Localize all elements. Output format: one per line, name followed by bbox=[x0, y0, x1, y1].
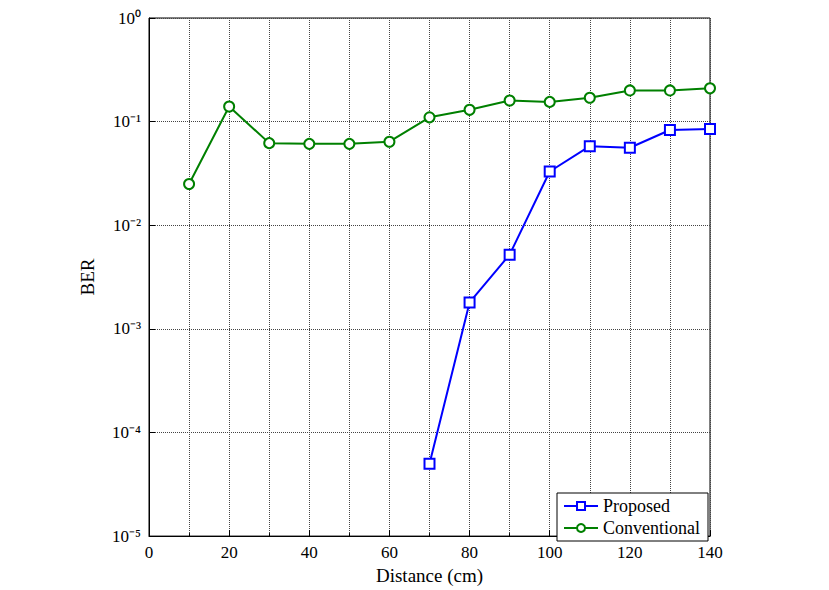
svg-text:10⁻¹: 10⁻¹ bbox=[113, 112, 141, 131]
svg-text:10⁻⁴: 10⁻⁴ bbox=[112, 423, 141, 442]
svg-text:140: 140 bbox=[697, 543, 723, 562]
svg-text:10⁻²: 10⁻² bbox=[113, 216, 141, 235]
svg-text:10⁻⁵: 10⁻⁵ bbox=[112, 527, 141, 546]
svg-text:Proposed: Proposed bbox=[603, 496, 670, 516]
svg-text:100: 100 bbox=[537, 543, 563, 562]
svg-text:BER: BER bbox=[77, 258, 98, 295]
svg-text:10⁰: 10⁰ bbox=[118, 9, 141, 28]
svg-text:60: 60 bbox=[381, 543, 398, 562]
svg-text:Distance (cm): Distance (cm) bbox=[376, 565, 483, 587]
svg-text:80: 80 bbox=[461, 543, 478, 562]
svg-text:Conventional: Conventional bbox=[603, 518, 700, 538]
svg-text:10⁻³: 10⁻³ bbox=[113, 319, 141, 338]
svg-text:20: 20 bbox=[221, 543, 238, 562]
svg-text:120: 120 bbox=[617, 543, 643, 562]
svg-text:40: 40 bbox=[301, 543, 318, 562]
svg-text:0: 0 bbox=[145, 543, 154, 562]
